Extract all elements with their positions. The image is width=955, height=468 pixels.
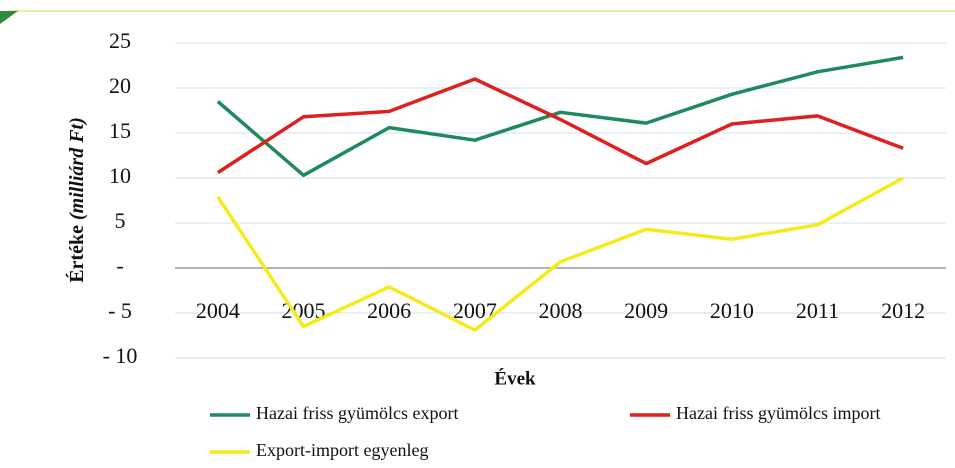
series-line: [216, 176, 905, 332]
x-axis-label: Évek: [494, 367, 536, 389]
series-line: [216, 77, 904, 175]
legend-label: Hazai friss gyümölcs import: [676, 403, 880, 423]
x-tick-label: 2004: [196, 298, 240, 323]
series-line: [216, 55, 904, 178]
x-tick-label: 2010: [710, 298, 754, 323]
y-tick-label: 20: [109, 73, 131, 98]
y-axis-label: Értéke (milliárd Ft): [65, 117, 88, 283]
y-tick-label: -: [116, 253, 123, 278]
x-tick-label: 2008: [539, 298, 583, 323]
y-label-unit: (milliárd Ft): [66, 117, 88, 220]
legend-label: Hazai friss gyümölcs export: [256, 403, 458, 423]
x-tick-label: 2012: [881, 298, 925, 323]
corner: [0, 11, 18, 24]
x-tick-label: 2009: [624, 298, 668, 323]
x-tick-label: 2011: [796, 298, 839, 323]
y-tick-label: - 5: [108, 298, 132, 323]
y-tick-label: 5: [115, 208, 126, 233]
y-tick-label: 15: [109, 118, 131, 143]
y-label-main: Értéke: [65, 225, 88, 283]
x-tick-label: 2006: [367, 298, 411, 323]
legend-label: Export-import egyenleg: [256, 440, 428, 460]
y-tick-label: 25: [109, 28, 131, 53]
y-tick-label: - 10: [103, 343, 138, 368]
y-tick-label: 10: [109, 163, 131, 188]
